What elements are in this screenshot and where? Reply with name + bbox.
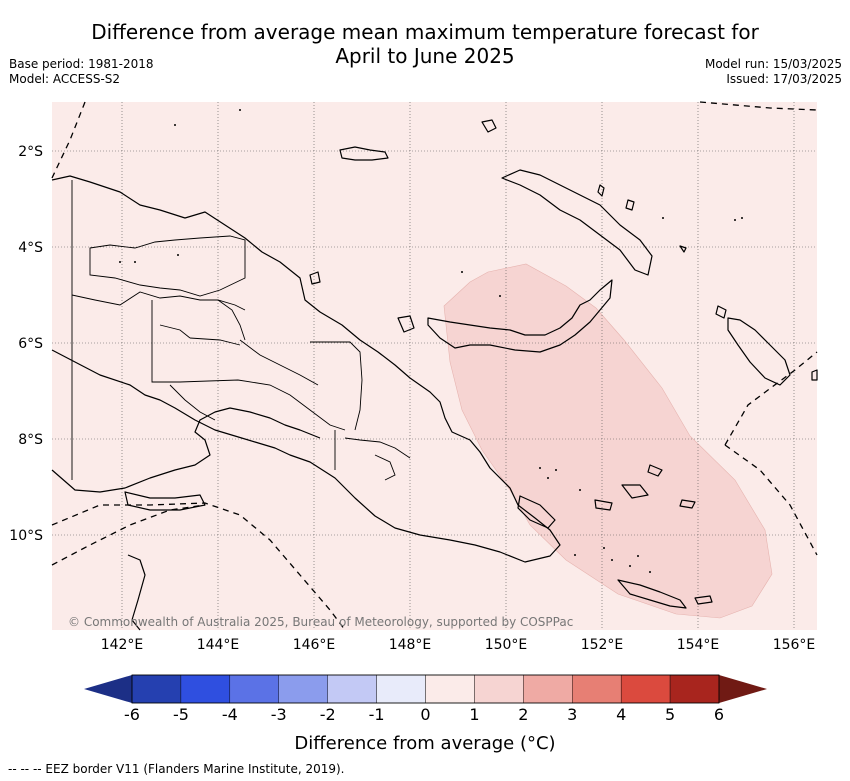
lon-label: 150°E xyxy=(485,637,528,653)
colorbar-tick-label: 3 xyxy=(567,705,577,724)
coastlines xyxy=(51,119,818,631)
model-name: Model: ACCESS-S2 xyxy=(9,72,121,86)
colorbar-swatch xyxy=(327,674,377,704)
lon-labels: 142°E 144°E 146°E 148°E 150°E 152°E 154°… xyxy=(101,637,816,653)
colorbar-tick-label: 0 xyxy=(420,705,430,724)
map-credit: © Commonwealth of Australia 2025, Bureau… xyxy=(68,615,573,629)
colorbar-tick-label: 6 xyxy=(714,705,724,724)
colorbar-tick-label: -2 xyxy=(320,705,336,724)
meta-left: Base period: 1981-2018 Model: ACCESS-S2 xyxy=(9,57,154,87)
lat-labels: 2°S 4°S 6°S 8°S 10°S xyxy=(9,144,43,544)
map-gridlines xyxy=(52,102,817,630)
colorbar-swatch xyxy=(229,674,279,704)
anomaly-region-1-to-2 xyxy=(443,263,773,619)
colorbar-tick-label: 4 xyxy=(616,705,626,724)
eez-borders xyxy=(51,101,818,631)
lat-label: 6°S xyxy=(18,336,43,352)
colorbar-swatch xyxy=(474,674,524,704)
model-run: Model run: 15/03/2025 xyxy=(704,57,842,71)
lat-label: 4°S xyxy=(18,240,43,256)
colorbar-swatch xyxy=(669,674,720,704)
base-period: Base period: 1981-2018 xyxy=(9,57,154,71)
title-line-2: April to June 2025 xyxy=(335,44,515,68)
colorbar-tick-label: 5 xyxy=(665,705,675,724)
lon-label: 154°E xyxy=(677,637,720,653)
chart-title: Difference from average mean maximum tem… xyxy=(0,20,850,68)
colorbar-tick-label: -4 xyxy=(222,705,238,724)
colorbar-swatch xyxy=(523,674,573,704)
lon-label: 148°E xyxy=(389,637,432,653)
colorbar-swatch xyxy=(131,674,182,704)
colorbar-swatch xyxy=(278,674,328,704)
lat-label: 8°S xyxy=(18,432,43,448)
meta-right: Model run: 15/03/2025 Issued: 17/03/2025 xyxy=(705,57,842,87)
lat-label: 10°S xyxy=(9,528,43,544)
colorbar-swatch xyxy=(180,674,231,704)
lon-label: 156°E xyxy=(773,637,816,653)
lon-label: 146°E xyxy=(293,637,336,653)
colorbar-swatch xyxy=(620,674,671,704)
eez-footnote: -- -- -- EEZ border V11 (Flanders Marine… xyxy=(8,762,345,776)
colorbar-swatch xyxy=(376,674,426,704)
colorbar-tick-label: -3 xyxy=(271,705,287,724)
colorbar-tick-label: -1 xyxy=(369,705,385,724)
colorbar-tick-label: 2 xyxy=(518,705,528,724)
colorbar-underflow-arrow xyxy=(84,675,132,703)
lon-label: 142°E xyxy=(101,637,144,653)
colorbar: -6 -5 -4 -3 -2 -1 0 1 2 3 4 5 6 Difference from aver… xyxy=(84,674,767,754)
colorbar-overflow-arrow xyxy=(719,675,767,703)
issued-date: Issued: 17/03/2025 xyxy=(726,72,842,86)
title-line-1: Difference from average mean maximum tem… xyxy=(91,20,759,44)
province-borders xyxy=(71,180,411,481)
lon-label: 144°E xyxy=(197,637,240,653)
small-islands xyxy=(119,109,743,573)
colorbar-title: Difference from average (°C) xyxy=(294,733,555,754)
lat-label: 2°S xyxy=(18,144,43,160)
colorbar-tick-label: -5 xyxy=(173,705,189,724)
colorbar-tick-label: 1 xyxy=(469,705,479,724)
colorbar-swatch xyxy=(425,674,475,704)
colorbar-swatch xyxy=(572,674,622,704)
colorbar-tick-label: -6 xyxy=(124,705,140,724)
lon-label: 152°E xyxy=(581,637,624,653)
